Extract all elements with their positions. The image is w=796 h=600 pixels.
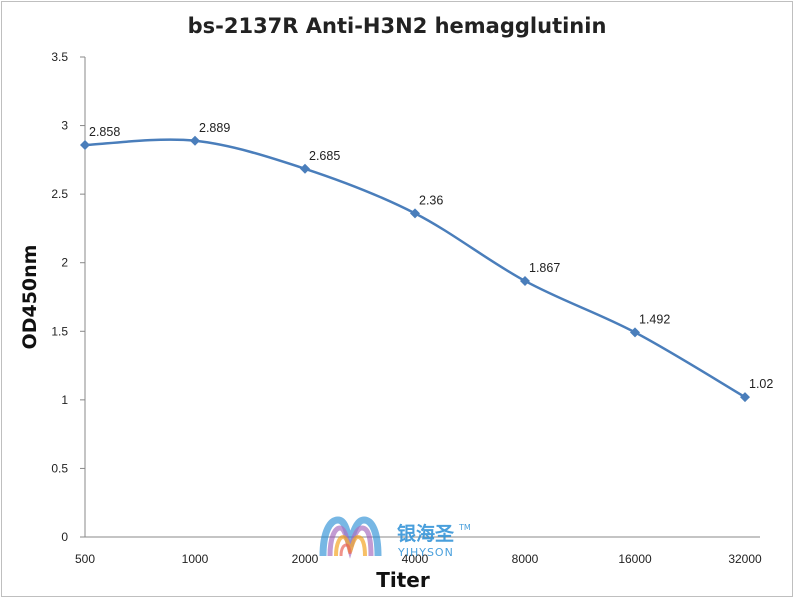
x-tick-label: 1000	[182, 552, 209, 566]
y-tick-label: 1.5	[51, 324, 68, 338]
y-tick-label: 0.5	[51, 461, 68, 475]
y-tick-label: 1	[61, 393, 68, 407]
y-ticks: 0 0.5 1 1.5 2 2.5 3 3.5	[51, 50, 85, 544]
series-line	[84, 138, 746, 399]
y-tick-label: 3.5	[51, 50, 68, 64]
watermark-name-cn: 银海圣	[397, 522, 455, 545]
data-points	[80, 135, 750, 403]
y-tick-label: 2.5	[51, 187, 68, 201]
data-labels: 2.858 2.889 2.685 2.36 1.867 1.492 1.02	[89, 121, 773, 391]
y-axis-title: OD450nm	[19, 245, 41, 350]
data-label: 2.858	[89, 125, 120, 139]
y-tick-label: 2	[61, 256, 68, 270]
data-point	[410, 208, 420, 219]
x-tick-label: 16000	[618, 552, 652, 566]
chart-title: bs-2137R Anti-H3N2 hemagglutinin	[188, 14, 607, 38]
watermark-name-en: YIHYSON	[397, 546, 454, 559]
x-tick-label: 32000	[728, 552, 762, 566]
data-label: 2.889	[199, 121, 230, 135]
watermark: 银海圣 TM YIHYSON	[319, 516, 471, 559]
x-tick-label: 4000	[402, 552, 429, 566]
x-axis-title: Titer	[376, 568, 430, 592]
data-point	[300, 163, 310, 174]
data-point	[630, 327, 640, 338]
data-label: 1.867	[529, 261, 560, 275]
data-label: 1.02	[749, 377, 773, 391]
watermark-trademark: TM	[458, 523, 471, 532]
x-ticks: 500 1000 2000 4000 8000 16000 32000	[75, 552, 762, 566]
data-label: 2.36	[419, 193, 443, 207]
data-point	[190, 135, 200, 146]
data-point	[520, 275, 530, 286]
y-tick-label: 0	[61, 530, 68, 544]
data-point	[740, 392, 750, 403]
x-tick-label: 2000	[292, 552, 319, 566]
data-label: 2.685	[309, 149, 340, 163]
yihyson-logo-icon	[319, 516, 382, 559]
axes	[84, 57, 760, 538]
data-point	[80, 140, 90, 151]
x-tick-label: 8000	[512, 552, 539, 566]
data-label: 1.492	[639, 312, 670, 326]
x-tick-label: 500	[75, 552, 95, 566]
y-tick-label: 3	[61, 119, 68, 133]
